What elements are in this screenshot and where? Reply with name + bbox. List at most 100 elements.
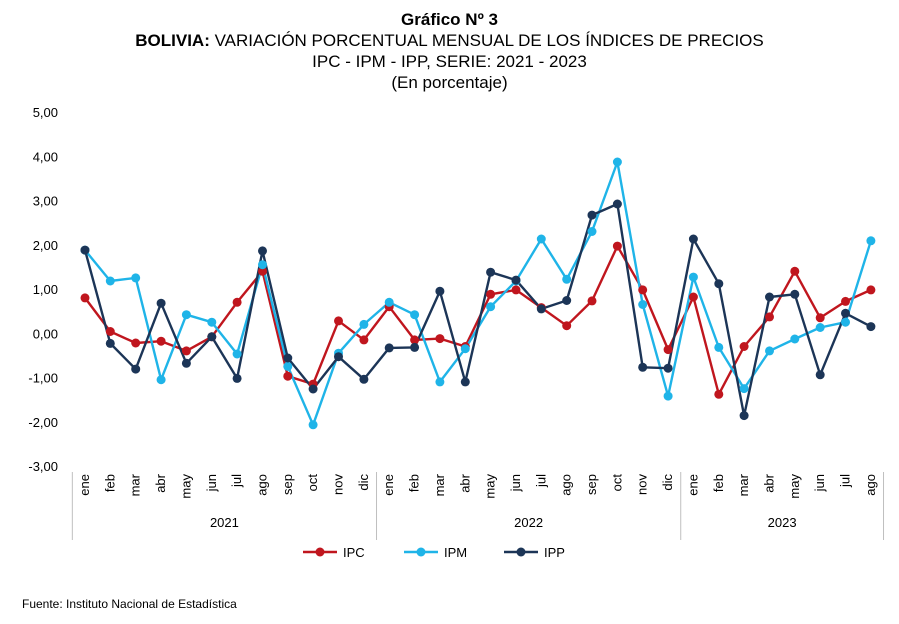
month-label: may [178,474,193,499]
data-point-ipm [536,234,546,244]
data-point-ipm [866,236,876,246]
data-point-ipc [562,321,572,331]
y-tick-label: 4,00 [33,149,58,164]
source-note: Fuente: Instituto Nacional de Estadístic… [22,597,237,611]
data-point-ipc [410,335,420,345]
month-label: jul [229,474,244,488]
data-point-ipm [156,375,166,385]
month-label: abr [153,473,168,492]
data-point-ipc [841,296,850,306]
series-line-ipc [84,244,872,396]
data-point-ipc [359,335,369,345]
data-point-ipm [308,420,318,430]
data-point-ipm [207,317,217,327]
data-point-ipm [663,391,673,401]
data-point-ipm [790,334,800,344]
data-point-ipm [562,274,572,284]
data-point-ipc [105,327,115,336]
data-point-ipm [815,323,825,332]
data-point-ipp [334,352,343,362]
month-label: ago [559,474,574,496]
data-point-ipc [663,345,673,355]
data-point-ipp [815,370,825,380]
data-point-ipm [486,302,496,312]
y-tick-label: 5,00 [33,105,58,120]
data-point-ipp [486,267,496,277]
chart-subtitle-text: VARIACIÓN PORCENTUAL MENSUAL DE LOS ÍNDI… [209,31,764,50]
data-point-ipc [815,313,825,323]
data-point-ipp [663,363,673,373]
month-label: may [483,474,498,499]
data-point-ipc [587,296,597,306]
data-point-ipp [511,275,521,285]
data-point-ipp [688,234,698,244]
y-tick-label: -3,00 [28,459,58,474]
month-label: sep [584,474,599,495]
data-point-ipm [410,310,420,320]
data-point-ipc [688,292,698,302]
data-point-ipc [714,389,724,399]
data-point-ipc [765,312,774,322]
y-tick-label: -1,00 [28,371,58,386]
month-label: mar [736,473,751,496]
year-label: 2023 [768,515,797,530]
data-point-ipm [105,276,115,286]
data-point-ipm [258,260,267,270]
data-point-ipc [156,336,166,346]
data-point-ipm [739,384,749,394]
month-label: oct [609,474,624,492]
month-label: dic [356,474,371,491]
chart-title: Gráfico Nº 3 [401,10,498,29]
data-point-ipp [156,298,166,308]
legend-label-ipm: IPM [444,545,467,560]
month-label: nov [331,474,346,495]
data-point-ipc [334,316,343,326]
data-point-ipp [105,338,115,348]
year-label: 2021 [210,515,239,530]
data-point-ipm [638,300,648,309]
data-point-ipm [359,319,369,329]
data-point-ipm [131,273,141,283]
data-point-ipc [283,371,293,381]
month-label: jul [533,474,548,488]
data-point-ipp [131,364,141,374]
legend-label-ipc: IPC [343,545,365,560]
series-line-ipm [84,160,873,426]
y-tick-label: 3,00 [33,194,58,209]
data-point-ipc [511,285,521,295]
data-point-ipc [739,342,749,351]
data-point-ipp [790,289,800,299]
data-point-ipm [283,361,293,371]
chart-titles: Gráfico Nº 3 BOLIVIA: VARIACIÓN PORCENTU… [0,10,899,93]
data-point-ipp [714,279,724,289]
data-point-ipp [410,342,420,352]
month-label: mar [128,473,143,496]
data-point-ipp [739,411,749,421]
data-point-ipp [536,304,546,314]
month-label: mar [432,473,447,496]
data-point-ipp [587,210,597,220]
data-point-ipc [181,346,191,356]
data-point-ipm [587,227,597,236]
data-point-ipp [308,384,318,394]
month-label: abr [457,473,472,492]
month-label: ene [685,474,700,496]
data-point-ipm [435,377,445,387]
data-point-ipp [435,286,445,296]
data-point-ipm [714,342,724,352]
data-point-ipm [688,272,698,282]
data-point-ipp [232,373,242,383]
month-label: nov [635,474,650,495]
data-point-ipc [638,285,648,295]
month-label: jun [812,474,827,492]
series-line-ipp [83,202,872,417]
chart-unit: (En porcentaje) [391,73,508,92]
data-point-ipc [866,285,876,295]
legend-marker-ipm [416,547,426,557]
month-label: jun [508,474,523,492]
data-point-ipp [562,296,572,305]
data-point-ipm [384,297,394,307]
month-label: may [787,474,802,499]
month-label: ago [863,474,878,496]
